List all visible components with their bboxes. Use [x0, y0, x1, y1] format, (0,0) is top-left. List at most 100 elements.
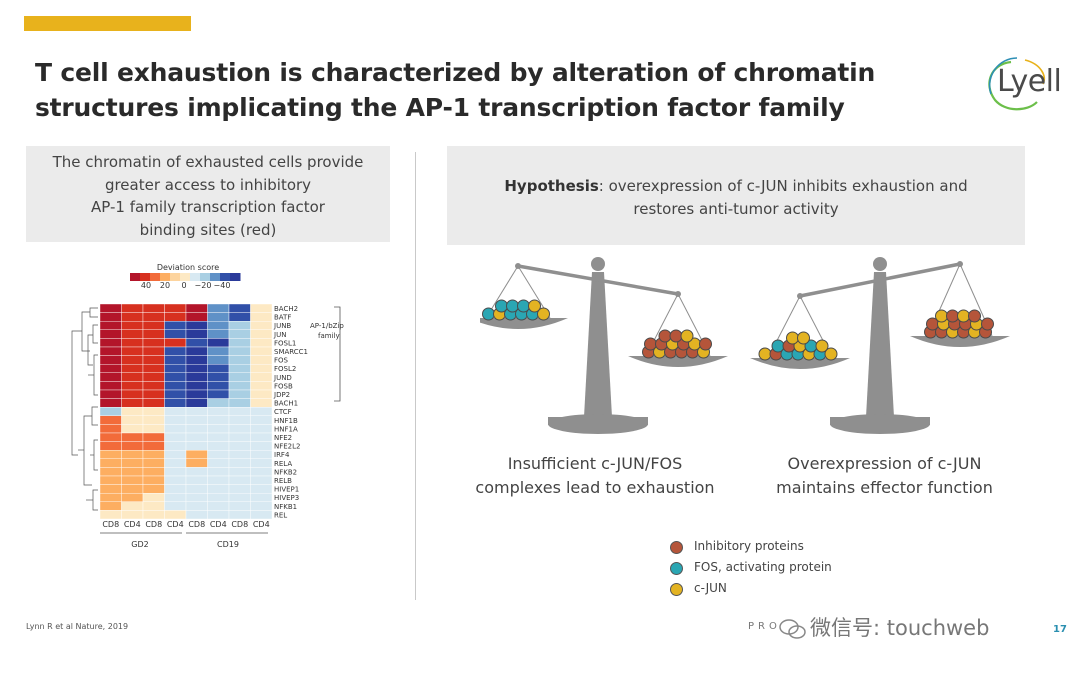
heatmap-cell — [99, 458, 122, 468]
protein-ball — [537, 307, 550, 321]
column-label: CD8 — [145, 520, 162, 529]
balance-scales-illustration — [480, 257, 1010, 434]
heatmap-cell — [164, 501, 187, 511]
heatmap-cell — [228, 484, 251, 494]
heatmap-cell — [207, 406, 230, 416]
heatmap-cell — [228, 303, 251, 313]
citation: Lynn R et al Nature, 2019 — [26, 622, 129, 631]
heatmap-cell — [250, 475, 273, 485]
heatmap-cell — [142, 338, 165, 348]
row-label: FOSB — [274, 382, 293, 390]
heatmap-cell — [99, 389, 122, 399]
heatmap-cell — [121, 406, 144, 416]
heatmap-cell — [99, 467, 122, 477]
ap1-bracket: AP-1/bZip family — [310, 306, 344, 402]
heatmap-cell — [185, 467, 208, 477]
heatmap-cell — [207, 424, 230, 434]
left-box-line-4: binding sites (red) — [139, 220, 277, 239]
heatmap-cell — [185, 441, 208, 451]
heatmap-cell — [121, 458, 144, 468]
dendrogram-branch — [91, 406, 98, 426]
heatmap-cell — [121, 441, 144, 451]
scale-tick-label: −40 — [214, 281, 231, 290]
slide-title: T cell exhaustion is characterized by al… — [35, 55, 935, 125]
heatmap-cell — [99, 449, 122, 459]
heatmap-cell — [99, 338, 122, 348]
heatmap-cell — [207, 363, 230, 373]
heatmap-cell — [228, 441, 251, 451]
heatmap-cell — [142, 424, 165, 434]
heatmap-cell — [99, 432, 122, 442]
heatmap-cell — [164, 467, 187, 477]
row-label: SMARCC1 — [274, 348, 308, 356]
heatmap-cell — [164, 346, 187, 356]
heatmap-cell — [142, 510, 165, 520]
row-label: NFKB1 — [274, 503, 297, 511]
legend-label-cjun: c-JUN — [694, 581, 727, 595]
heatmap-cell — [121, 492, 144, 502]
heatmap-cell — [164, 312, 187, 322]
heatmap-cell — [142, 355, 165, 365]
heatmap-cell — [185, 338, 208, 348]
heatmap-cell — [228, 432, 251, 442]
heatmap-cell — [99, 406, 122, 416]
hypothesis-label: Hypothesis — [504, 177, 599, 195]
heatmap-cell — [164, 372, 187, 382]
heatmap-cell — [207, 492, 230, 502]
heatmap-cell — [99, 372, 122, 382]
row-label: FOSL1 — [274, 339, 296, 347]
heatmap-cell — [99, 355, 122, 365]
heatmap-cell — [142, 346, 165, 356]
heatmap-cell — [185, 432, 208, 442]
heatmap-cell — [99, 381, 122, 391]
heatmap-cell — [164, 449, 187, 459]
heatmap-cell — [207, 475, 230, 485]
row-label: HIVEP1 — [274, 486, 299, 494]
row-label: NFE2 — [274, 434, 292, 442]
heatmap-cell — [250, 338, 273, 348]
protein-ball — [946, 309, 959, 323]
heatmap-cell — [121, 389, 144, 399]
heatmap-cell — [142, 441, 165, 451]
deviation-score-title: Deviation score — [157, 263, 219, 272]
scale-swatch — [220, 273, 231, 281]
heatmap-cell — [228, 312, 251, 322]
legend-label-fos: FOS, activating protein — [694, 560, 832, 574]
heatmap-cell — [99, 424, 122, 434]
protein-legend: Inhibitory proteins FOS, activating prot… — [670, 538, 870, 601]
protein-ball — [957, 309, 970, 323]
heatmap-cell — [207, 432, 230, 442]
heatmap-cell — [228, 424, 251, 434]
protein-ball — [699, 337, 712, 351]
heatmap-cell — [142, 312, 165, 322]
left-info-box: The chromatin of exhausted cells provide… — [26, 146, 390, 242]
heatmap-cell — [250, 398, 273, 408]
scale-swatch — [210, 273, 221, 281]
heatmap-cell — [207, 346, 230, 356]
heatmap-cell — [185, 372, 208, 382]
heatmap-cell — [207, 484, 230, 494]
column-label: CD4 — [210, 520, 227, 529]
dendrogram-branch — [89, 307, 98, 318]
heatmap-cell — [142, 406, 165, 416]
dendrogram-branch — [81, 311, 90, 352]
left-box-line-3: AP-1 family transcription factor — [91, 198, 325, 216]
left-caption-line-1: Insufficient c-JUN/FOS — [507, 454, 683, 473]
left-balance-scale — [480, 257, 728, 434]
column-label: CD8 — [231, 520, 248, 529]
heatmap-cell — [99, 320, 122, 330]
heatmap-cell — [99, 346, 122, 356]
heatmap-cell — [121, 424, 144, 434]
heatmap-cell — [250, 372, 273, 382]
heatmap-cell — [99, 484, 122, 494]
scale-swatch — [180, 273, 191, 281]
row-label: JUNB — [273, 322, 291, 330]
heatmap-cell — [164, 338, 187, 348]
heatmap-cell — [228, 501, 251, 511]
heatmap-cell — [250, 484, 273, 494]
row-label: HNF1A — [274, 425, 298, 433]
hypothesis-box: Hypothesis: overexpression of c-JUN inhi… — [447, 146, 1025, 245]
heatmap-cell — [164, 510, 187, 520]
left-box-line-2: greater access to inhibitory — [104, 175, 312, 194]
heatmap-cell — [250, 389, 273, 399]
